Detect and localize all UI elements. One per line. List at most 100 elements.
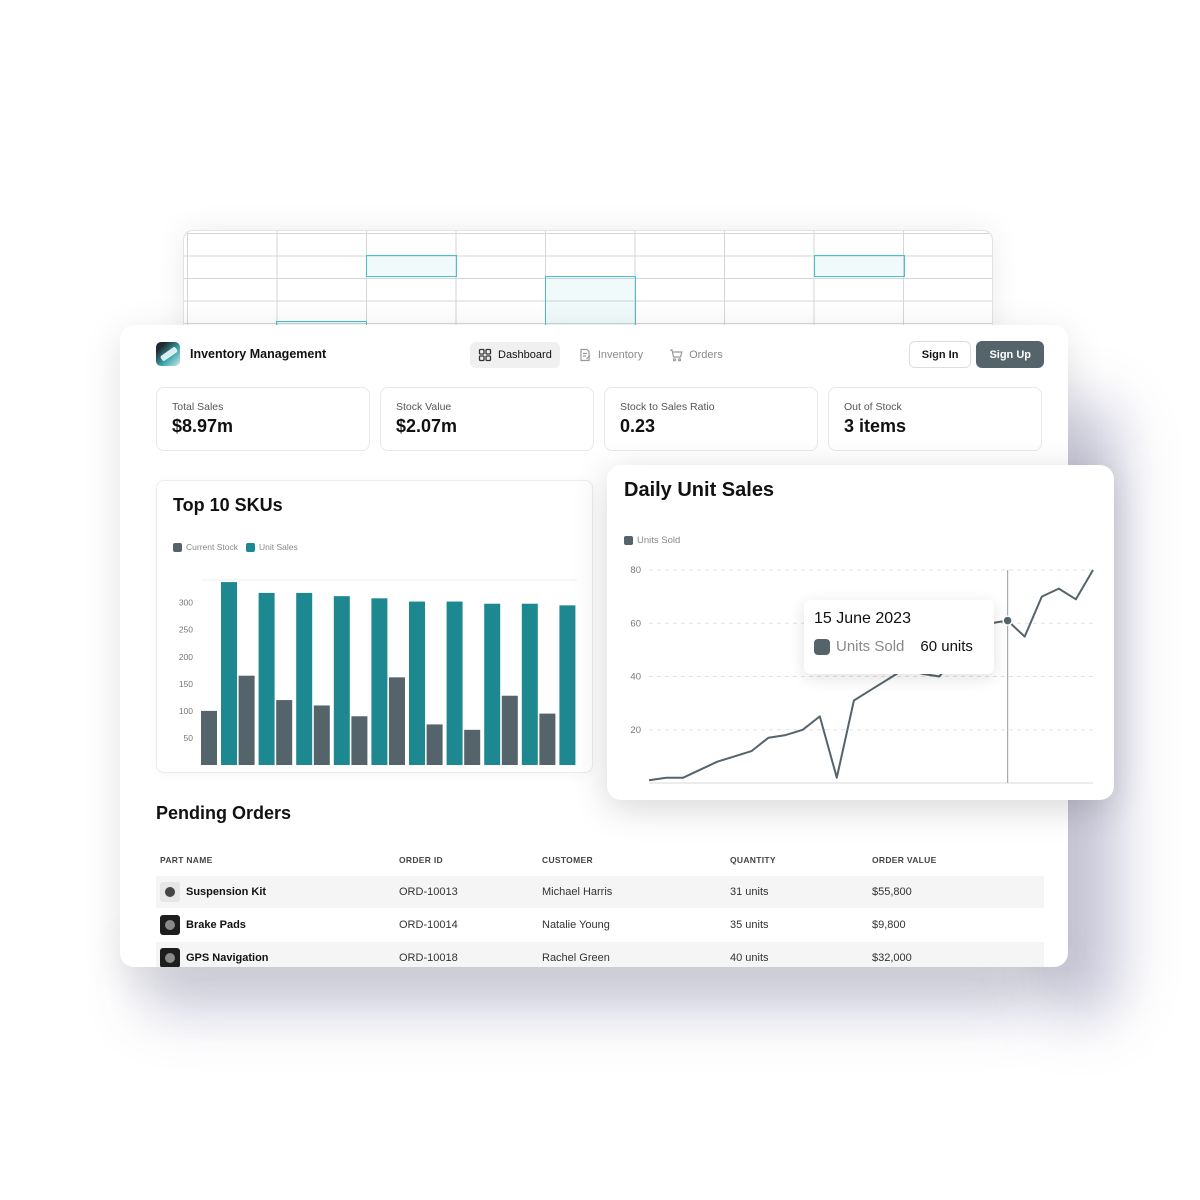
top-skus-title: Top 10 SKUs [173, 495, 283, 515]
stat-label: Stock Value [396, 401, 452, 413]
stats-row: Total Sales $8.97m Stock Value $2.07m St… [156, 387, 1042, 451]
table-row[interactable]: Suspension Kit ORD-10013 Michael Harris … [156, 876, 1044, 908]
legend-label: Units Sold [637, 535, 681, 546]
legend-item: Unit Sales [245, 542, 298, 552]
part-name: Suspension Kit [186, 886, 267, 898]
chart-tooltip: 15 June 2023 Units Sold 60 units [804, 600, 994, 674]
column-header[interactable]: PART NAME [160, 855, 213, 865]
customer: Rachel Green [542, 952, 610, 964]
stat-value: $2.07m [396, 416, 458, 436]
bar-current-stock [313, 705, 330, 765]
bar-unit-sales [484, 603, 501, 765]
nav-dashboard[interactable]: Dashboard [470, 342, 560, 368]
sign-in-button[interactable]: Sign In [908, 341, 972, 368]
app-title: Inventory Management [190, 347, 327, 361]
bar-unit-sales [521, 603, 538, 765]
quantity: 31 units [730, 886, 769, 898]
y-tick-label: 150 [179, 679, 193, 689]
order-value: $55,800 [872, 886, 912, 898]
highlight-point [1002, 615, 1013, 626]
brand[interactable]: Inventory Management [156, 342, 326, 366]
spreadsheet-highlight-cell [814, 255, 905, 277]
stat-value: 0.23 [620, 416, 656, 436]
cart-icon [670, 349, 683, 362]
grid-icon [478, 348, 492, 362]
series-line-units-sold [648, 569, 1094, 782]
tooltip-swatch [814, 638, 830, 655]
y-tick-label: 60 [630, 618, 641, 629]
top-skus-card: Top 10 SKUs Current Stock Unit Sales 50 1… [156, 480, 593, 773]
part-thumbnail [160, 882, 180, 902]
shadow-decoration [140, 960, 1040, 1010]
nav-inventory[interactable]: Inventory [570, 342, 651, 368]
stat-card-out-of-stock: Out of Stock 3 items [828, 387, 1042, 451]
stat-card-total-sales: Total Sales $8.97m [156, 387, 370, 451]
part-cell: Brake Pads [156, 915, 399, 935]
daily-unit-sales-line-chart: 20 40 60 80 [630, 565, 1094, 784]
pending-orders-table: PART NAME ORDER ID CUSTOMER QUANTITY ORD… [156, 845, 1044, 967]
column-header[interactable]: QUANTITY [730, 855, 776, 865]
bar-unit-sales [409, 601, 425, 765]
nav-orders-label: Orders [689, 349, 723, 361]
column-header[interactable]: CUSTOMER [542, 855, 593, 865]
legend-swatch [173, 542, 182, 552]
bar-unit-sales [333, 596, 350, 765]
app-logo-icon [156, 342, 180, 366]
quantity: 40 units [730, 952, 769, 964]
bar-unit-sales [559, 605, 576, 765]
part-cell: GPS Navigation [156, 948, 399, 967]
legend-item: Current Stock [173, 542, 238, 552]
stat-card-stock-value: Stock Value $2.07m [380, 387, 594, 451]
bar-unit-sales [258, 592, 275, 765]
column-header[interactable]: ORDER VALUE [872, 855, 937, 865]
pending-orders-title: Pending Orders [156, 803, 292, 823]
bar-current-stock [201, 710, 217, 765]
bar-current-stock [464, 729, 481, 765]
daily-unit-sales-title: Daily Unit Sales [624, 479, 775, 501]
table-header: PART NAME ORDER ID CUSTOMER QUANTITY ORD… [156, 845, 1044, 875]
order-id: ORD-10018 [399, 952, 458, 964]
order-value: $9,800 [872, 919, 906, 931]
quantity: 35 units [730, 919, 769, 931]
customer: Natalie Young [542, 919, 610, 931]
top-skus-legend: Current Stock Unit Sales [173, 542, 298, 552]
y-tick-label: 80 [630, 565, 641, 576]
bar-current-stock [351, 716, 368, 765]
part-cell: Suspension Kit [156, 882, 399, 902]
legend-swatch [245, 542, 255, 552]
bar-current-stock [276, 700, 293, 765]
nav-dashboard-label: Dashboard [498, 349, 552, 361]
spreadsheet-highlight-cell [366, 255, 457, 277]
bar-current-stock [426, 724, 443, 765]
sign-up-button[interactable]: Sign Up [976, 341, 1044, 368]
stat-label: Out of Stock [844, 401, 902, 413]
bar-current-stock [539, 713, 556, 765]
nav-inventory-label: Inventory [597, 349, 644, 361]
stat-value: $8.97m [172, 416, 234, 436]
order-value: $32,000 [872, 952, 912, 964]
bar-unit-sales [296, 592, 313, 765]
top-skus-bar-chart: 50 100 150 200 250 300 [179, 579, 577, 765]
main-nav: Dashboard Inventory Orders [470, 342, 731, 368]
table-row[interactable]: GPS Navigation ORD-10018 Rachel Green 40… [156, 942, 1044, 967]
bar-unit-sales [371, 598, 388, 765]
part-name: Brake Pads [186, 919, 246, 931]
y-tick-label: 50 [184, 733, 194, 743]
legend-label: Unit Sales [258, 542, 298, 552]
bar-current-stock [238, 675, 255, 765]
legend-label: Current Stock [186, 542, 238, 552]
stat-card-stock-to-sales: Stock to Sales Ratio 0.23 [604, 387, 818, 451]
column-header[interactable]: ORDER ID [399, 855, 443, 865]
daily-sales-legend: Units Sold [624, 535, 680, 546]
bar-current-stock [389, 677, 405, 765]
tooltip-row: Units Sold 60 units [814, 638, 984, 655]
y-tick-label: 200 [179, 652, 193, 662]
document-edit-icon [580, 348, 591, 362]
bar-unit-sales [221, 582, 237, 765]
y-tick-label: 300 [179, 598, 193, 608]
stat-label: Total Sales [172, 401, 224, 413]
table-row[interactable]: Brake Pads ORD-10014 Natalie Young 35 un… [156, 909, 1044, 941]
y-tick-label: 20 [630, 725, 641, 736]
auth-buttons: Sign In Sign Up [908, 341, 1044, 368]
nav-orders[interactable]: Orders [661, 342, 731, 368]
